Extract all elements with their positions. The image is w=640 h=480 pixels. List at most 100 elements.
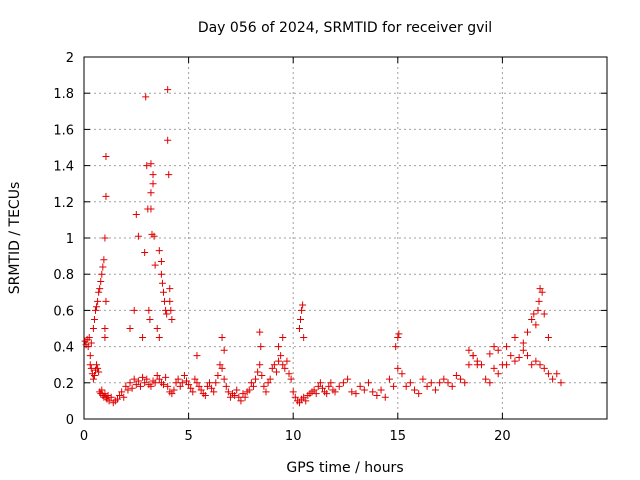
data-point xyxy=(116,391,124,399)
data-point xyxy=(249,382,257,390)
data-point xyxy=(528,361,536,369)
data-point xyxy=(297,315,305,323)
data-point xyxy=(155,247,163,255)
data-point xyxy=(193,379,201,387)
data-point xyxy=(300,393,308,401)
data-point xyxy=(89,325,97,332)
data-point xyxy=(101,234,109,242)
data-point xyxy=(406,379,414,387)
data-point xyxy=(139,373,147,381)
data-point xyxy=(153,325,161,332)
data-point xyxy=(142,93,150,101)
data-point xyxy=(356,382,364,390)
data-point xyxy=(92,306,100,314)
data-point xyxy=(220,346,228,354)
data-point xyxy=(93,361,101,369)
data-point xyxy=(544,370,552,378)
data-point xyxy=(153,372,161,380)
data-point xyxy=(452,372,460,380)
data-point xyxy=(195,382,203,390)
data-point xyxy=(105,397,113,405)
data-point xyxy=(325,382,333,390)
data-point xyxy=(295,325,303,332)
y-tick-label: 0.2 xyxy=(53,377,74,392)
data-point xyxy=(166,285,174,293)
x-tick-label: 10 xyxy=(285,429,302,444)
data-point xyxy=(275,343,283,351)
data-point xyxy=(394,364,402,372)
data-point xyxy=(538,288,546,296)
data-point xyxy=(503,361,511,369)
data-point xyxy=(165,171,173,179)
data-point xyxy=(93,303,101,311)
data-point xyxy=(457,375,465,383)
data-point xyxy=(237,397,245,405)
data-point xyxy=(557,379,565,387)
data-point xyxy=(128,384,136,392)
data-point xyxy=(283,357,291,365)
data-point xyxy=(419,375,427,383)
data-point xyxy=(241,393,249,401)
data-point xyxy=(448,382,456,390)
data-point xyxy=(86,361,94,369)
data-point xyxy=(159,288,167,296)
data-point xyxy=(536,361,544,369)
data-point xyxy=(473,361,481,369)
data-point xyxy=(344,375,352,383)
data-point xyxy=(395,330,403,338)
data-point xyxy=(99,263,107,271)
data-point xyxy=(252,375,260,383)
data-point xyxy=(226,393,234,401)
data-point xyxy=(277,352,285,360)
y-tick-label: 0.8 xyxy=(53,268,74,283)
data-point xyxy=(100,256,108,264)
data-point xyxy=(87,339,95,347)
data-point xyxy=(312,390,320,398)
data-point xyxy=(212,379,220,387)
data-point xyxy=(281,364,289,372)
data-point xyxy=(155,375,163,383)
x-tick-label: 20 xyxy=(494,429,511,444)
data-point xyxy=(385,375,393,383)
data-point xyxy=(185,381,193,389)
data-point xyxy=(260,382,268,390)
data-point xyxy=(178,379,186,387)
data-point xyxy=(469,352,477,360)
data-point xyxy=(168,390,176,398)
data-point xyxy=(235,393,243,401)
data-point xyxy=(239,390,247,398)
data-point xyxy=(423,382,431,390)
data-point xyxy=(519,346,527,354)
data-point xyxy=(101,325,109,332)
data-point xyxy=(394,334,402,342)
data-point xyxy=(257,343,265,351)
data-point xyxy=(118,388,126,396)
data-point xyxy=(233,386,241,394)
data-point xyxy=(300,334,308,342)
data-point xyxy=(465,361,473,369)
data-point xyxy=(270,361,278,369)
data-point xyxy=(494,346,502,354)
data-point xyxy=(291,393,299,401)
data-point xyxy=(515,353,523,361)
data-point xyxy=(147,189,155,197)
data-point xyxy=(147,205,155,213)
data-point xyxy=(486,379,494,387)
data-point xyxy=(132,381,140,389)
data-point xyxy=(191,375,199,383)
data-point xyxy=(402,382,410,390)
data-point xyxy=(166,297,174,305)
data-point xyxy=(85,334,93,342)
data-point xyxy=(164,86,172,94)
data-point xyxy=(507,352,515,360)
data-point xyxy=(540,364,548,372)
data-point xyxy=(289,388,297,396)
data-point xyxy=(511,357,519,365)
data-point xyxy=(168,315,176,323)
data-point xyxy=(536,285,544,293)
data-point xyxy=(104,391,112,399)
data-point xyxy=(327,379,335,387)
data-point xyxy=(124,386,132,394)
data-point xyxy=(266,375,274,383)
data-point xyxy=(530,310,538,318)
